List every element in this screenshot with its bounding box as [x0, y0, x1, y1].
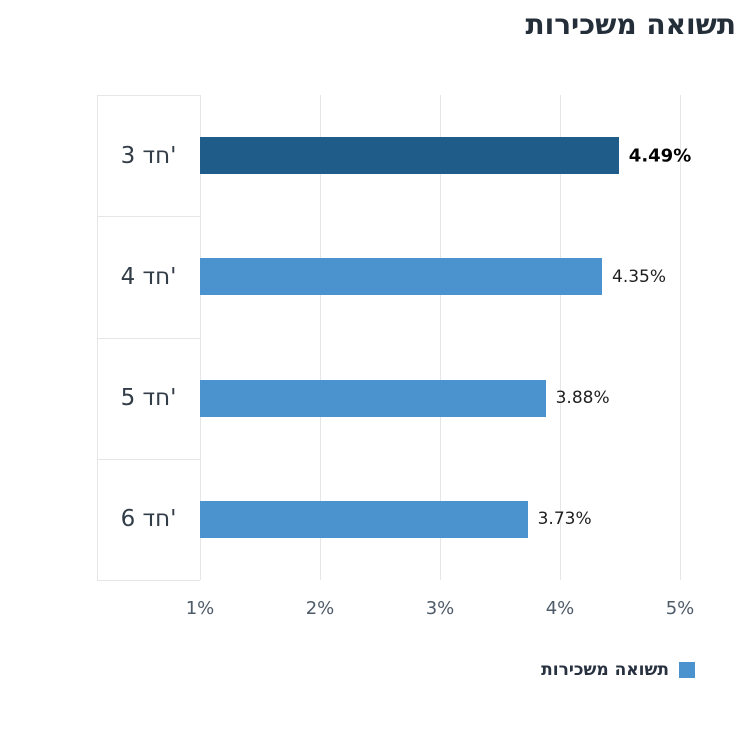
legend-label: תשואה משכירות [541, 660, 669, 680]
value-label: 3.88% [555, 388, 610, 409]
bar[interactable] [200, 137, 619, 175]
gridline [560, 95, 561, 580]
x-axis-tick-label: 3% [425, 598, 455, 619]
value-label: 4.35% [612, 266, 667, 287]
bar[interactable] [200, 258, 602, 296]
category-label: 3 חד' [120, 142, 177, 169]
value-label: 4.49% [628, 145, 692, 167]
x-axis-tick-label: 5% [665, 598, 695, 619]
x-axis-tick-label: 1% [185, 598, 215, 619]
band-separator-line [97, 216, 200, 218]
value-label: 3.73% [537, 509, 592, 530]
x-axis-tick-label: 2% [305, 598, 335, 619]
gridline [680, 95, 681, 580]
bar[interactable] [200, 500, 528, 538]
band-separator-line [97, 580, 200, 581]
band-separator-line [97, 337, 200, 339]
gridline [440, 95, 441, 580]
legend-item[interactable]: תשואה משכירות [541, 660, 695, 680]
x-axis-tick-label: 4% [545, 598, 575, 619]
band-separator-line [97, 95, 200, 96]
gridline [200, 95, 201, 580]
category-label: 4 חד' [120, 263, 177, 290]
category-label: 5 חד' [120, 385, 177, 412]
band-separator-line [97, 458, 200, 460]
category-label: 6 חד' [120, 506, 177, 533]
chart-title: תשואה משכירות [525, 8, 736, 41]
bar[interactable] [200, 379, 546, 417]
legend-swatch [679, 662, 695, 678]
gridline [320, 95, 321, 580]
